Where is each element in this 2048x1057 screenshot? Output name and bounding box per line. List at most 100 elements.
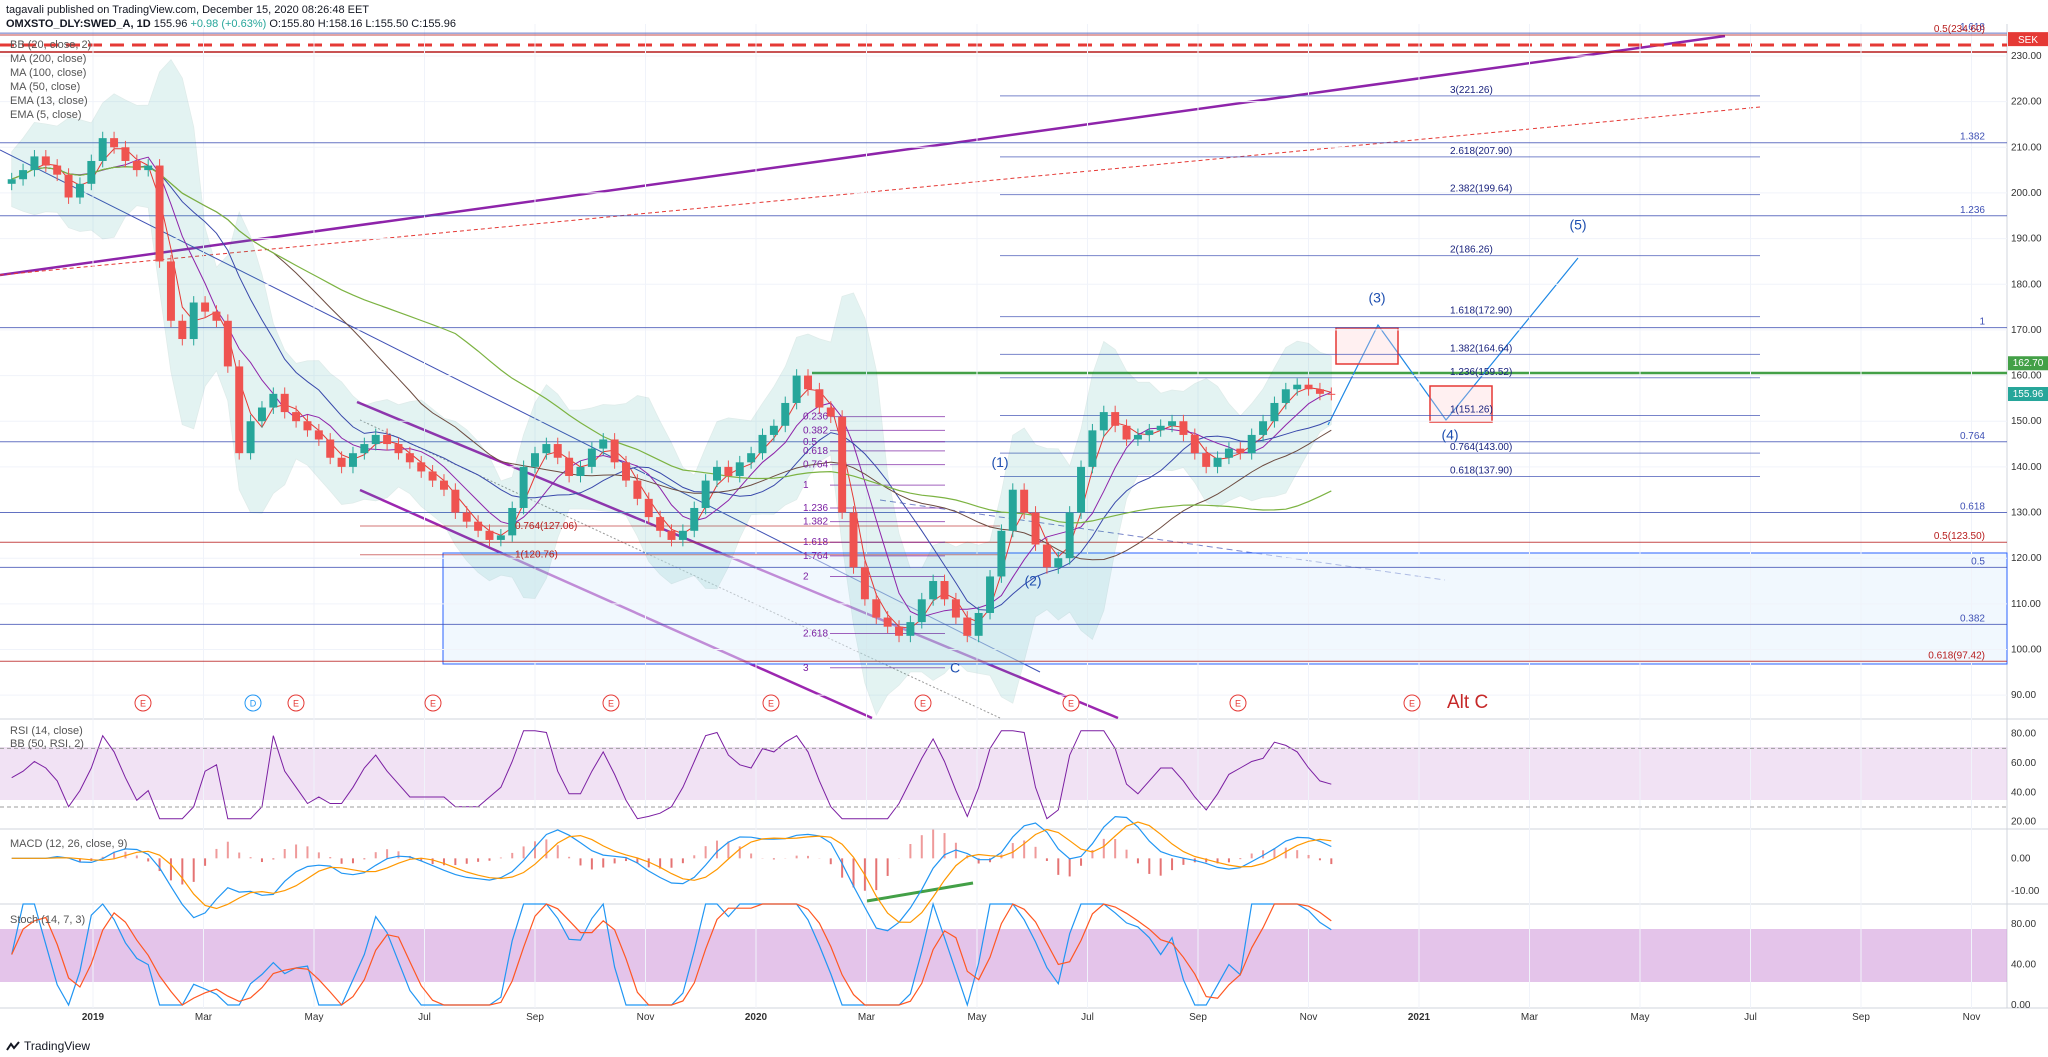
candle-body	[383, 434, 392, 445]
candle-body	[1281, 389, 1290, 403]
candle-body	[667, 530, 676, 540]
candle-body	[7, 179, 16, 184]
fib-ext-label: 1.236(159.52)	[1450, 367, 1512, 378]
candle-body	[212, 311, 221, 321]
rsi-bb-label[interactable]: BB (50, RSI, 2)	[10, 738, 84, 750]
indicator-label[interactable]: MA (200, close)	[10, 53, 87, 65]
x-tick-label: 2020	[745, 1012, 768, 1023]
event-marker-icon	[1403, 694, 1421, 712]
event-marker-label: E	[920, 699, 926, 709]
candle-body	[439, 480, 448, 490]
candle-body	[269, 393, 278, 408]
candle-body	[1042, 544, 1051, 568]
osc-tick-label: 40.00	[2011, 787, 2036, 798]
candle-body	[724, 466, 733, 477]
candle-body	[1156, 425, 1165, 431]
price-axis[interactable]	[2007, 24, 2048, 1024]
wave-label: (3)	[1368, 290, 1385, 306]
stoch-label[interactable]: Stoch (14, 7, 3)	[10, 914, 86, 926]
indicator-label[interactable]: BB (20, close, 2)	[10, 39, 92, 51]
fib-ext-label: 2.382(199.64)	[1450, 184, 1512, 195]
event-marker-icon	[602, 694, 620, 712]
support-box	[442, 552, 2008, 665]
candle-body	[201, 302, 210, 312]
event-marker-icon	[134, 694, 152, 712]
high-value: H:158.16	[317, 18, 363, 30]
axes: 90.00100.00110.00120.00130.00140.00150.0…	[82, 32, 2048, 1023]
fib-ext-label: 0.764(143.00)	[1450, 442, 1512, 453]
wave-label: (1)	[991, 454, 1008, 470]
candle-body	[906, 622, 915, 636]
candle-body	[474, 521, 483, 531]
wave-label: (5)	[1569, 216, 1586, 232]
fib-level-label: 0.618(97.42)	[1928, 650, 1985, 661]
indicator-label[interactable]: MA (50, close)	[10, 81, 81, 93]
y-tick-label: 220.00	[2011, 97, 2042, 108]
fib-ext-label: 3(221.26)	[1450, 85, 1493, 96]
last-price-tag: 155.96	[2013, 389, 2044, 400]
fib-retrace-label: 2.618	[803, 629, 828, 640]
candle-body	[428, 471, 437, 481]
candle-body	[1020, 489, 1029, 513]
x-tick-label: Mar	[858, 1012, 876, 1023]
x-tick-label: Nov	[1963, 1012, 1981, 1023]
candle-body	[610, 439, 619, 463]
candle-body	[553, 444, 562, 458]
candle-body	[656, 517, 665, 531]
y-tick-label: 100.00	[2011, 645, 2042, 656]
osc-tick-label: 20.00	[2011, 817, 2036, 828]
fib-retrace-label: 1.382	[803, 517, 828, 528]
candle-body	[110, 138, 119, 148]
y-tick-label: 210.00	[2011, 142, 2042, 153]
candle-body	[144, 165, 153, 171]
fib-retrace-label: 0.5	[803, 437, 817, 448]
stoch-band	[0, 929, 2007, 982]
event-marker-icon	[762, 694, 780, 712]
candle-body	[326, 439, 335, 458]
symbol-name: OMXSTO_DLY:SWED_A, 1D	[6, 18, 151, 30]
tradingview-logo[interactable]: TradingView	[6, 1039, 90, 1053]
candle-body	[1304, 384, 1313, 390]
candle-body	[849, 512, 858, 568]
fib-retrace-label: 0.236	[803, 412, 828, 423]
macd-line	[11, 815, 1332, 932]
candle-body	[917, 599, 926, 623]
event-marker-label: E	[608, 699, 614, 709]
candle-body	[622, 462, 630, 481]
candle-body	[462, 512, 471, 522]
macd-label[interactable]: MACD (12, 26, close, 9)	[10, 838, 128, 850]
rsi-label[interactable]: RSI (14, close)	[10, 725, 83, 737]
candle-body	[189, 302, 198, 340]
alt-c-annotation: Alt C	[1447, 692, 1488, 713]
low-value: L:155.50	[365, 18, 409, 30]
candle-body	[940, 581, 949, 600]
fib-ext-label: 1.618(172.90)	[1450, 306, 1512, 317]
fib-level-label: 0.618	[1960, 502, 1985, 513]
candle-body	[758, 434, 767, 454]
candle-body	[1179, 421, 1188, 435]
osc-tick-label: 80.00	[2011, 729, 2036, 740]
indicator-label[interactable]: EMA (5, close)	[10, 109, 82, 121]
candle-body	[974, 612, 983, 636]
x-tick-label: Nov	[637, 1012, 655, 1023]
osc-tick-label: 60.00	[2011, 758, 2036, 769]
currency-tag: SEK	[2018, 35, 2038, 46]
fib-left-label: 1(120.76)	[515, 550, 558, 561]
candle-body	[348, 453, 357, 467]
candle-body	[1065, 512, 1074, 559]
fib-level-label: 0.5	[1971, 556, 1985, 567]
candle-body	[132, 160, 141, 171]
last-price-tag-bg	[2008, 387, 2048, 402]
event-marker-icon	[287, 694, 305, 712]
y-tick-label: 160.00	[2011, 371, 2042, 382]
candle-body	[1111, 412, 1120, 426]
wave-label: (2)	[1024, 573, 1041, 589]
indicator-label[interactable]: MA (100, close)	[10, 67, 87, 79]
open-value: O:155.80	[269, 18, 315, 30]
fib-ext-label: 0.618(137.90)	[1450, 465, 1512, 476]
chart-drawings	[0, 34, 2008, 903]
indicator-label[interactable]: EMA (13, close)	[10, 95, 88, 107]
candle-body	[1190, 434, 1199, 454]
fib-ext-label: 1(151.26)	[1450, 404, 1493, 415]
